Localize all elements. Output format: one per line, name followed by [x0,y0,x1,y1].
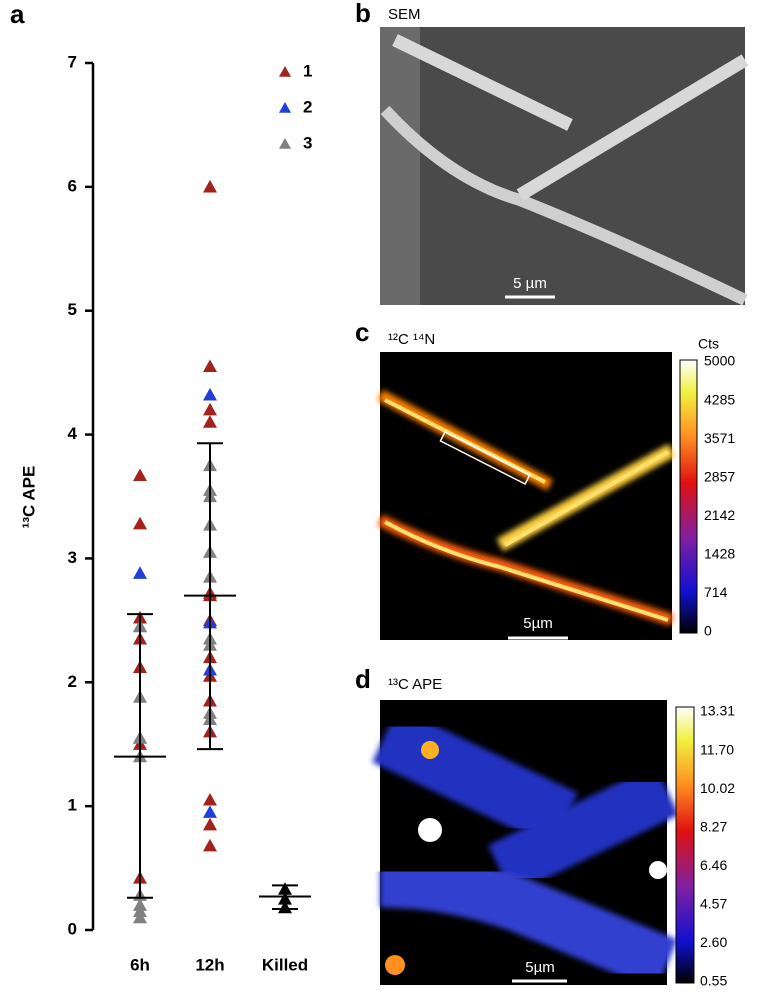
y-tick-label: 3 [68,548,77,567]
data-point [203,792,217,806]
panel-letter: c [355,317,369,347]
scale-bar-label: 5µm [525,959,554,976]
panel-letter: d [355,664,371,694]
x-tick-label: Killed [262,955,308,974]
colorbar-tick-label: 2.60 [700,934,727,950]
colorbar-tick-label: 0.55 [700,973,727,989]
colorbar-tick-label: 4.57 [700,896,727,912]
colorbar-tick-label: 2857 [704,468,735,484]
legend-label: 2 [303,97,312,116]
data-point [133,516,147,530]
legend-label: 1 [303,61,312,80]
colorbar-tick-label: 4285 [704,391,735,407]
y-tick-label: 6 [68,176,77,195]
y-axis-label: ¹³C APE [19,466,38,529]
panel-label: ¹³C APE [388,676,442,693]
y-tick-label: 4 [68,424,78,443]
colorbar-tick-label: 8.27 [700,818,727,834]
sem-image [380,27,749,306]
data-point [203,838,217,852]
data-point [133,910,147,924]
data-point [203,805,217,818]
scale-bar-label: 5µm [523,615,552,632]
legend-label: 3 [303,133,312,152]
data-point [133,468,147,482]
y-tick-label: 0 [68,919,77,938]
x-tick-label: 6h [130,955,150,974]
data-point [203,402,217,416]
colorbar-tick-label: 11.70 [700,741,734,757]
legend-marker [279,66,291,77]
colorbar-title: Cts [698,336,719,352]
y-tick-label: 5 [68,300,77,319]
scale-bar-label: 5 µm [513,275,547,292]
data-point [203,179,217,193]
nanosims-14n-image [377,352,698,640]
colorbar-tick-label: 3571 [704,430,735,446]
colorbar-tick-label: 1428 [704,546,735,562]
data-point [203,359,217,373]
colorbar-tick-label: 10.02 [700,780,735,796]
y-tick-label: 7 [68,52,77,71]
y-tick-label: 2 [68,672,77,691]
colorbar-tick-label: 2142 [704,507,735,523]
colorbar-tick-label: 5000 [704,353,735,369]
panel-label: SEM [388,6,421,23]
data-point [203,387,217,401]
colorbar-tick-label: 6.46 [700,857,727,873]
data-point [203,415,217,428]
plot: 0 1 2 3 4 5 6 7 6h 12h Killed 1 2 3 [68,52,313,974]
panel-label: ¹²C ¹⁴N [388,331,435,348]
colorbar-tick-label: 714 [704,584,728,600]
panel-letter: a [10,0,25,29]
legend-marker [279,102,291,113]
x-tick-label: 12h [195,955,224,974]
legend-marker [279,138,291,149]
nanosims-13c-image [372,700,695,991]
y-tick-label: 1 [68,796,77,815]
colorbar-tick-label: 13.31 [700,703,735,719]
data-point [203,817,217,831]
panel-letter: b [355,0,371,28]
colorbar-tick-label: 0 [704,623,712,639]
data-point [133,566,147,579]
